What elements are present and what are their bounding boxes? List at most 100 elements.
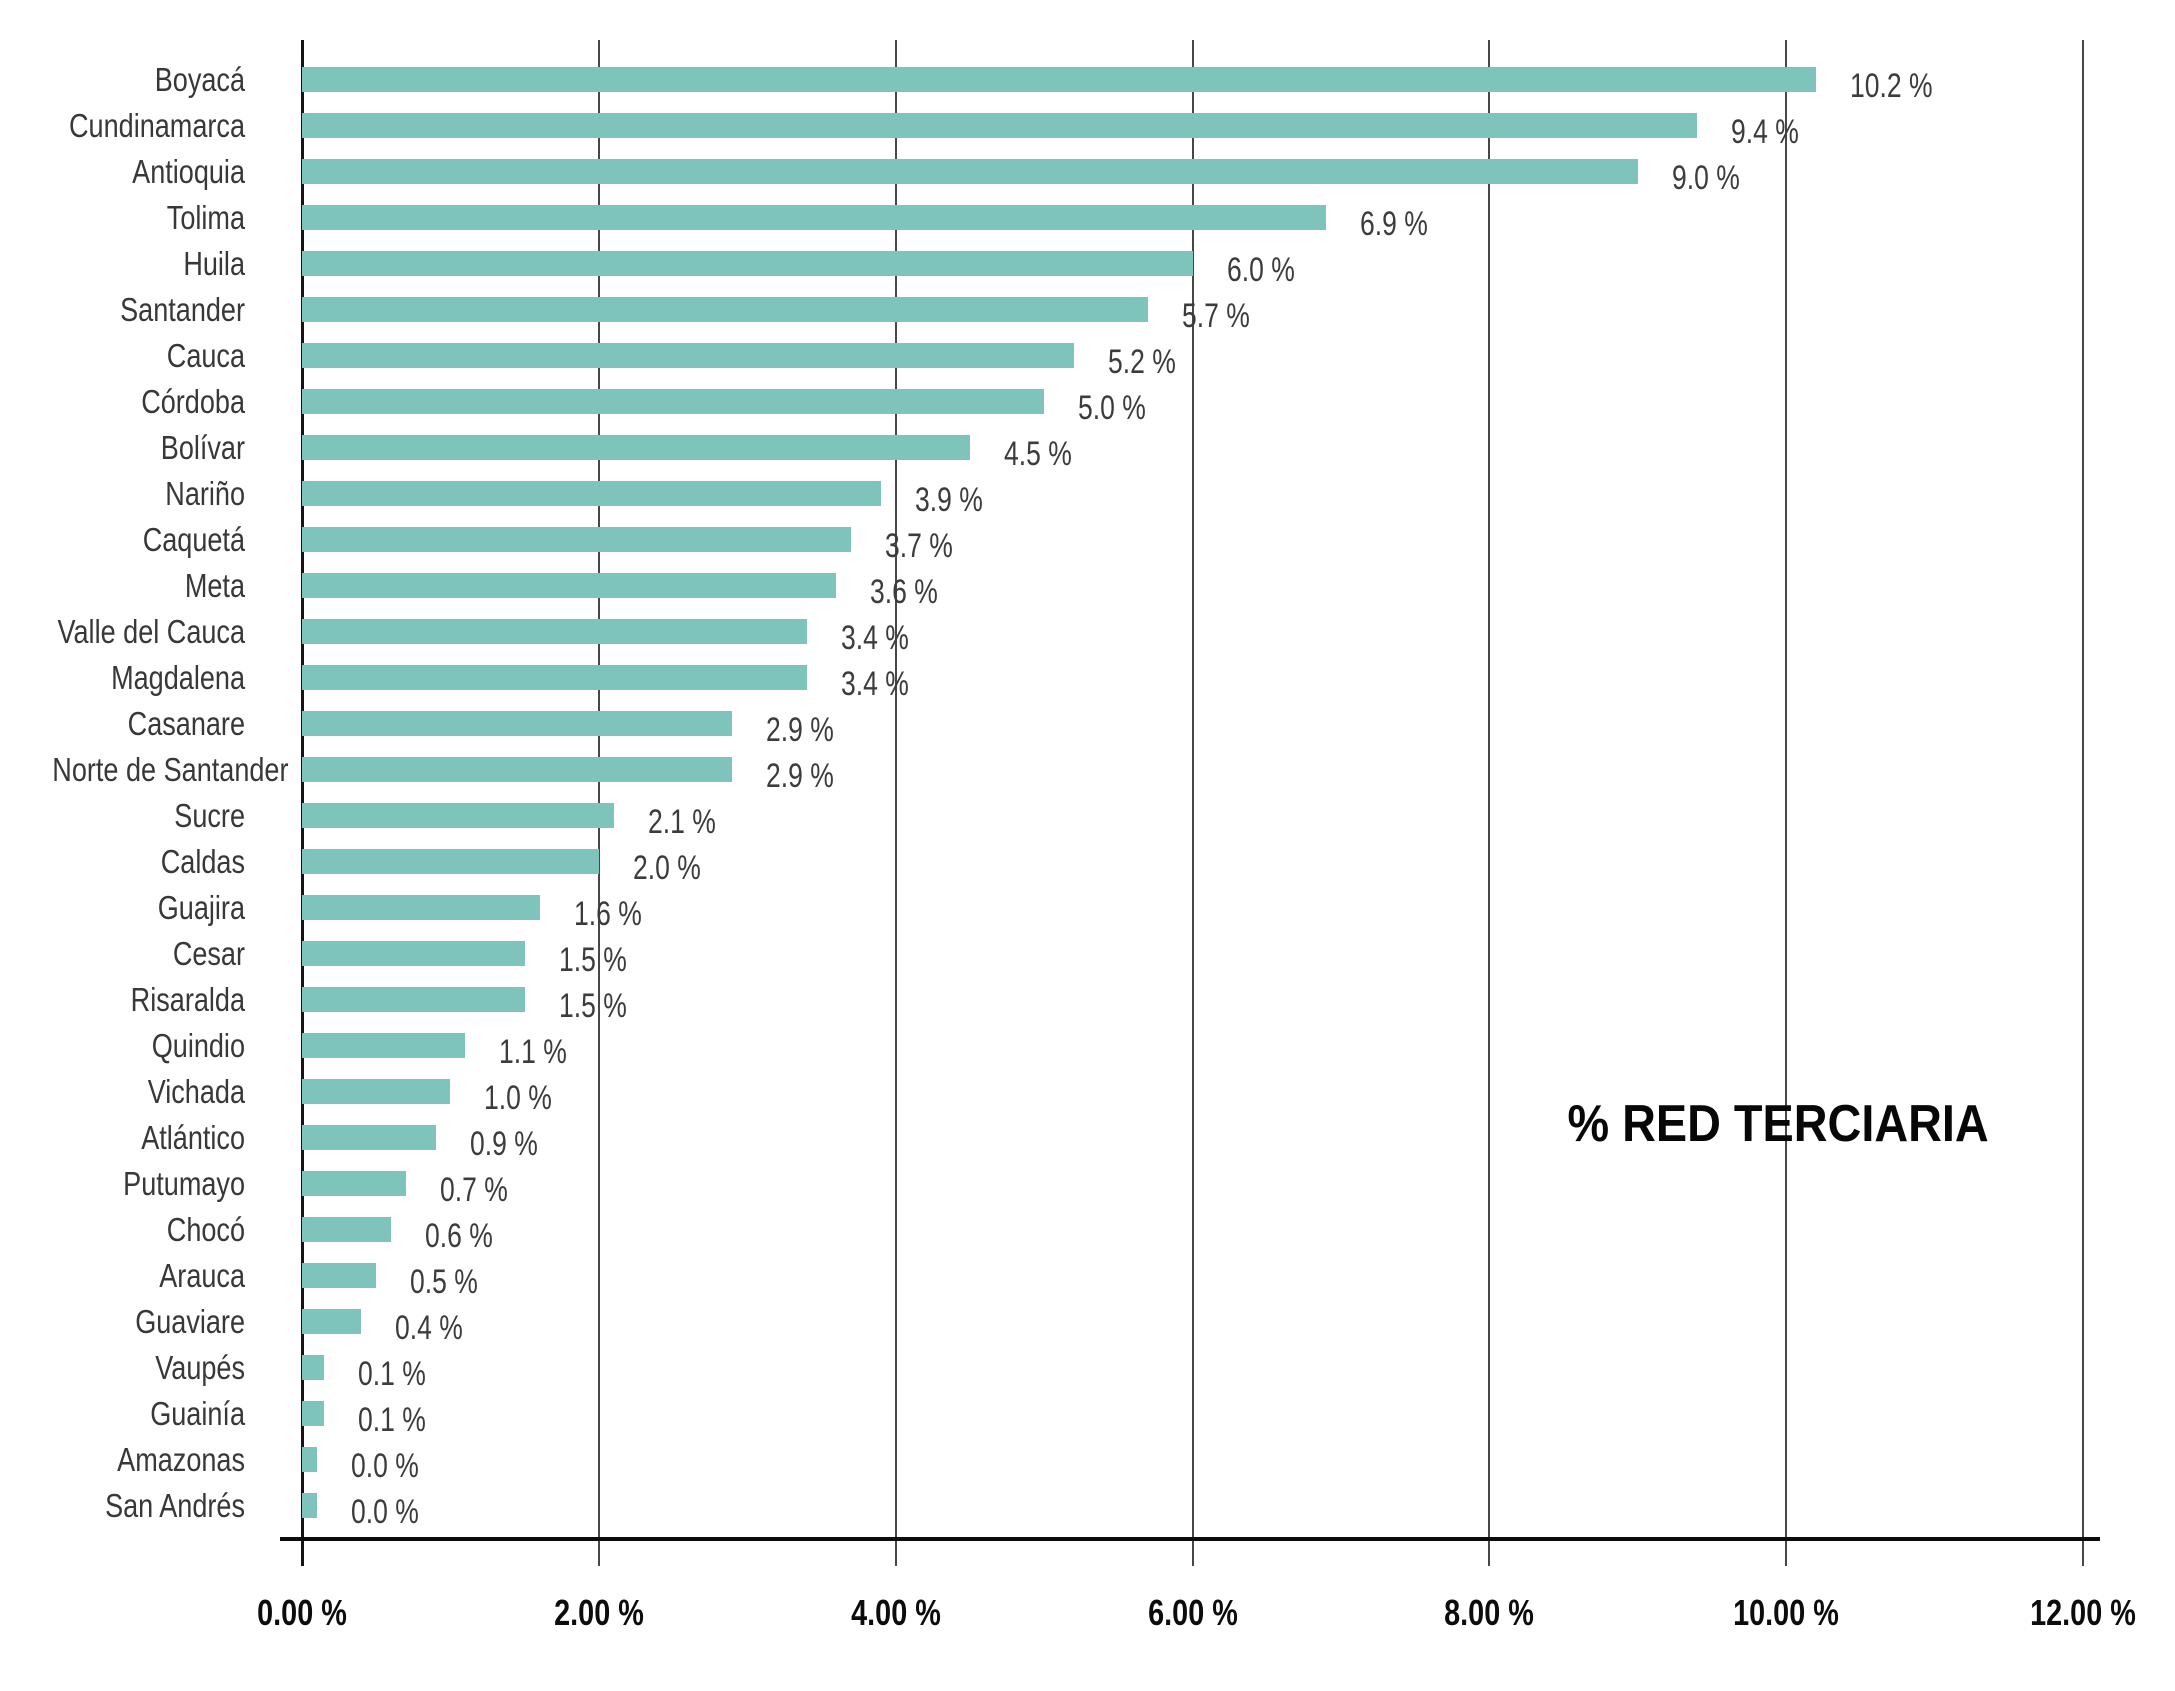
category-label: Tolima	[166, 199, 245, 236]
bar	[302, 1401, 324, 1426]
bar	[302, 67, 1816, 92]
category-label: Cesar	[172, 935, 245, 972]
bar	[302, 1217, 391, 1242]
category-label: Casanare	[127, 705, 245, 742]
bar	[302, 481, 881, 506]
category-label: Magdalena	[111, 659, 246, 696]
value-label: 0.5 %	[410, 1263, 479, 1301]
value-label: 0.6 %	[425, 1217, 493, 1255]
y-axis-labels: Boyacá Cundinamarca Antioquia Tolima Huila Sa…	[10, 57, 289, 1529]
category-label: Vaupés	[155, 1349, 245, 1386]
category-label: Sucre	[174, 797, 245, 834]
category-label: Antioquia	[132, 153, 245, 190]
category-label: Norte de Santander	[52, 751, 289, 788]
value-label: 1.0 %	[484, 1079, 553, 1117]
bar-row: 0.1 %	[302, 1391, 2083, 1437]
value-label: 3.9 %	[914, 481, 983, 519]
value-label: 3.4 %	[840, 619, 909, 657]
bar-row: 2.9 %	[302, 747, 2083, 793]
gridline	[1488, 40, 1491, 1566]
value-label: 0.1 %	[358, 1401, 426, 1439]
category-label: Atlántico	[141, 1119, 245, 1156]
bar-row: 3.7 %	[302, 517, 2083, 563]
category-label: Chocó	[166, 1211, 245, 1248]
value-label: 2.9 %	[766, 757, 835, 795]
bar	[302, 711, 733, 736]
bar	[302, 895, 540, 920]
category-label: Huila	[183, 245, 245, 282]
gridline	[894, 40, 897, 1566]
bar-row: 0.7 %	[302, 1161, 2083, 1207]
value-label: 0.0 %	[351, 1447, 419, 1485]
bar-row: 1.5 %	[302, 977, 2083, 1023]
value-label: 0.4 %	[395, 1309, 464, 1347]
gridline	[1785, 40, 1788, 1566]
bar-row: 5.7 %	[302, 287, 2083, 333]
bar	[302, 159, 1638, 184]
value-label: 0.9 %	[469, 1125, 538, 1163]
bar-row: 5.2 %	[302, 333, 2083, 379]
plot-area: 10.2 % 9.4 % 9.0 % 6.9 % 6.0 % 5.7 % 5.2 % 5.0 …	[301, 40, 2084, 1566]
value-label: 1.6 %	[573, 895, 642, 933]
bar	[302, 343, 1074, 368]
bar-row: 3.6 %	[302, 563, 2083, 609]
bar-row: 3.9 %	[302, 471, 2083, 517]
bar-row: 1.6 %	[302, 885, 2083, 931]
category-label: Quindio	[151, 1027, 245, 1064]
bar-row: 3.4 %	[302, 655, 2083, 701]
bar	[302, 1125, 436, 1150]
bar	[302, 1355, 324, 1380]
category-label: Guaviare	[135, 1303, 245, 1340]
value-label: 5.7 %	[1182, 297, 1250, 335]
bar-row: 4.5 %	[302, 425, 2083, 471]
bar-rows: 10.2 % 9.4 % 9.0 % 6.9 % 6.0 % 5.7 % 5.2 % 5.0 …	[302, 57, 2083, 1529]
bar	[302, 1493, 317, 1518]
value-label: 0.0 %	[351, 1493, 419, 1531]
bar	[302, 803, 614, 828]
value-label: 9.4 %	[1731, 113, 1799, 151]
bar	[302, 941, 525, 966]
bar	[302, 251, 1193, 276]
bar-row: 3.4 %	[302, 609, 2083, 655]
x-tick-label: 12.00 %	[2030, 1592, 2136, 1633]
category-label: Santander	[120, 291, 245, 328]
gridline	[2082, 40, 2084, 1566]
value-label: 1.1 %	[499, 1033, 568, 1071]
category-label: Caldas	[160, 843, 245, 880]
category-label: Nariño	[165, 475, 245, 512]
value-label: 1.5 %	[558, 941, 627, 979]
bar	[302, 435, 970, 460]
category-label: Bolívar	[160, 429, 245, 466]
value-label: 10.2 %	[1849, 67, 1933, 105]
value-label: 2.9 %	[766, 711, 835, 749]
bar	[302, 665, 807, 690]
bar-row: 1.0 %	[302, 1069, 2083, 1115]
category-label: Boyacá	[154, 61, 245, 98]
value-label: 2.1 %	[647, 803, 716, 841]
x-tick-label: 0.00 %	[257, 1592, 347, 1633]
bar	[302, 205, 1327, 230]
value-label: 5.2 %	[1107, 343, 1176, 381]
chart-title: % RED TERCIARIA	[1567, 1095, 1989, 1153]
bar	[302, 1079, 451, 1104]
bar-row: 5.0 %	[302, 379, 2083, 425]
category-label: Risaralda	[130, 981, 245, 1018]
bar-row: 2.9 %	[302, 701, 2083, 747]
category-label: Córdoba	[141, 383, 245, 420]
x-axis-line	[280, 1537, 2100, 1541]
value-label: 3.4 %	[840, 665, 909, 703]
bar-row: 0.4 %	[302, 1299, 2083, 1345]
bar	[302, 757, 733, 782]
bar-row: 0.1 %	[302, 1345, 2083, 1391]
value-label: 4.5 %	[1003, 435, 1072, 473]
bar	[302, 297, 1148, 322]
category-label: Vichada	[147, 1073, 245, 1110]
value-label: 1.5 %	[558, 987, 627, 1025]
category-label: Valle del Cauca	[57, 613, 245, 650]
category-label: Putumayo	[123, 1165, 245, 1202]
bar	[302, 1447, 317, 1472]
bar-row: 0.5 %	[302, 1253, 2083, 1299]
category-label: Meta	[184, 567, 245, 604]
x-tick-label: 8.00 %	[1444, 1592, 1535, 1633]
